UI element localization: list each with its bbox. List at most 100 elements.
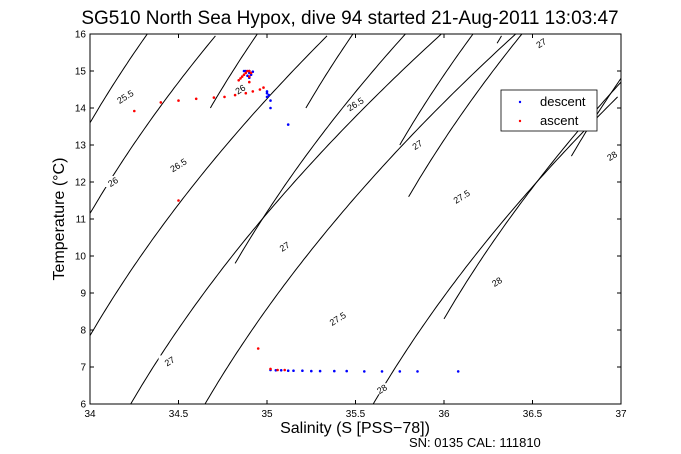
contour-line	[209, 33, 258, 109]
y-tick-label: 14	[75, 104, 87, 115]
contour-line	[89, 35, 328, 336]
contour-label-bg	[601, 150, 624, 162]
point-descent	[380, 370, 384, 373]
point-descent	[416, 370, 419, 373]
footer-text: SN: 0135 CAL: 111810	[409, 435, 541, 450]
point-ascent	[177, 99, 180, 102]
y-tick-label: 10	[75, 252, 87, 263]
contour-label-bg	[486, 275, 509, 287]
y-tick-label: 7	[80, 363, 86, 374]
y-tick-label: 11	[76, 215, 87, 226]
contour-label-bg	[114, 90, 137, 102]
contour-line	[234, 33, 406, 264]
point-ascent	[258, 88, 262, 91]
contour-label: 27	[534, 36, 548, 50]
contour-line	[496, 35, 502, 44]
contour-line	[305, 33, 354, 109]
y-axis-label: Temperature (°C)	[51, 158, 68, 281]
point-ascent	[248, 69, 251, 73]
y-tick-label: 12	[75, 178, 87, 189]
legend-label-ascent: ascent	[540, 113, 579, 128]
point-ascent	[283, 368, 287, 372]
point-ascent	[194, 97, 198, 101]
point-descent	[456, 370, 460, 373]
contour-label-bg	[371, 383, 394, 395]
x-tick-label: 34	[84, 409, 96, 420]
point-ascent	[276, 368, 279, 372]
point-descent	[279, 369, 283, 372]
y-tick-label: 8	[80, 326, 86, 337]
contour-label: 26	[234, 83, 248, 97]
contour-label-bg	[102, 176, 125, 187]
contour-line	[408, 33, 523, 198]
contour-label-bg	[167, 159, 190, 171]
point-ascent	[159, 101, 163, 104]
data-points	[133, 69, 460, 373]
y-tick-label: 6	[80, 400, 86, 411]
point-ascent	[242, 73, 246, 76]
point-ascent	[239, 77, 242, 80]
x-tick-label: 34.5	[169, 409, 189, 420]
point-descent	[363, 370, 366, 373]
point-descent	[269, 99, 272, 102]
chart-title: SG510 North Sea Hypox, dive 94 started 2…	[81, 8, 618, 29]
point-ascent	[177, 199, 180, 202]
point-ascent	[246, 69, 249, 73]
contour-label: 27	[411, 138, 425, 152]
x-axis-ticks: 34 34.5 35 35.5 36 36.5 37	[84, 34, 627, 420]
x-tick-label: 36	[438, 409, 450, 420]
point-descent	[265, 95, 269, 99]
point-ascent	[248, 80, 251, 84]
x-tick-label: 36.5	[523, 409, 543, 420]
point-ascent	[251, 90, 255, 93]
point-ascent	[249, 71, 253, 75]
x-axis-label: Salinity (S [PSS−78])	[280, 420, 430, 437]
contour-label-bg	[406, 139, 429, 150]
legend-box	[500, 89, 598, 132]
contour-label-bg	[344, 98, 367, 110]
point-ascent	[262, 86, 265, 89]
point-descent	[286, 123, 290, 126]
contour-label: 27	[278, 240, 292, 254]
x-tick-label: 35.5	[346, 409, 366, 420]
legend-marker-descent	[518, 100, 522, 104]
point-descent	[249, 73, 253, 76]
point-descent	[345, 369, 349, 373]
point-ascent	[244, 71, 248, 75]
point-ascent	[256, 347, 260, 350]
point-descent	[248, 71, 251, 75]
x-tick-label: 35	[261, 409, 273, 420]
legend-marker-ascent	[518, 119, 522, 123]
point-descent	[318, 369, 322, 373]
y-tick-label: 9	[80, 289, 86, 300]
legend-label-descent: descent	[540, 94, 586, 109]
point-ascent	[269, 367, 272, 371]
y-tick-label: 15	[75, 67, 87, 78]
contour-label-bg	[229, 83, 252, 95]
contour-label: 28	[375, 382, 389, 396]
point-ascent	[212, 96, 216, 99]
x-tick-label: 37	[615, 409, 627, 420]
contour-label: 28	[605, 149, 619, 163]
contour-line	[372, 96, 618, 405]
point-ascent	[133, 109, 136, 113]
contour-label-bg	[530, 37, 553, 49]
contour-label: 28	[490, 275, 504, 289]
point-descent	[333, 369, 336, 373]
point-ascent	[233, 93, 237, 97]
plot-area	[90, 34, 621, 404]
point-ascent	[244, 91, 248, 95]
contour-label-bg	[326, 312, 349, 324]
contour-label-bg	[273, 240, 296, 252]
point-descent	[267, 93, 271, 97]
point-ascent	[237, 79, 240, 82]
point-descent	[269, 106, 272, 110]
contour-label-bg	[450, 190, 473, 202]
point-descent	[292, 369, 295, 373]
point-descent	[398, 370, 402, 373]
point-descent	[265, 91, 269, 95]
contour-label: 26	[106, 175, 120, 189]
y-tick-label: 13	[75, 141, 87, 152]
point-descent	[286, 369, 290, 373]
